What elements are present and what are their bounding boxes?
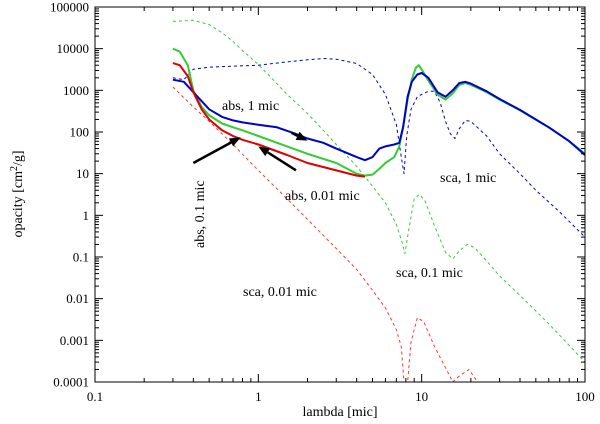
y-tick-label: 0.001 [60, 333, 89, 348]
annotation-arrow-head [258, 146, 271, 157]
x-tick-label: 100 [575, 389, 595, 404]
annotation-arrow-head [228, 137, 241, 147]
annotation-abs-0.01mic: abs, 0.01 mic [285, 189, 360, 204]
y-tick-label: 0.01 [66, 291, 89, 306]
annotation-abs-1mic: abs, 1 mic [222, 99, 279, 114]
series-line-0 [172, 58, 585, 238]
plot-frame [94, 6, 586, 383]
ticks-layer [94, 6, 586, 383]
y-tick-label: 1000 [63, 83, 89, 98]
x-tick-label: 1 [255, 389, 262, 404]
annotation-abs-0.1mic: abs, 0.1 mic [193, 180, 208, 248]
y-tick-label: 10000 [57, 41, 90, 56]
annotation-arrow-head [295, 131, 308, 141]
y-axis-label-main: opacity [cm [11, 171, 26, 238]
annotation-arrow-shaft [266, 151, 297, 172]
y-tick-label: 100 [70, 125, 90, 140]
annotation-arrow-shaft [192, 141, 232, 165]
y-tick-label: 10 [76, 166, 89, 181]
y-tick-label: 0.1 [73, 250, 89, 265]
x-tick-label: 0.1 [87, 389, 103, 404]
series-line-3 [172, 47, 585, 177]
tick-labels: 0.1 1 10 100 0.0001 0.001 0.01 0.1 1 10 100 1000 100… [50, 0, 595, 404]
annotation-sca-0.1mic: sca, 0.1 mic [396, 266, 463, 281]
annotation-sca-0.01mic: sca, 0.01 mic [243, 285, 317, 300]
series-line-5 [172, 62, 366, 178]
x-tick-label: 10 [415, 389, 428, 404]
y-tick-label: 0.0001 [53, 375, 89, 390]
annotation-sca-1mic: sca, 1 mic [440, 171, 496, 186]
x-axis-label: lambda [mic] [302, 405, 377, 420]
y-tick-label: 1 [83, 208, 90, 223]
series-line-2 [172, 86, 479, 382]
series-layer [172, 19, 585, 382]
annotation-arrows [192, 131, 308, 172]
series-line-1 [172, 19, 585, 363]
annotation-arrow-shaft [291, 131, 299, 137]
y-axis-label-superscript: 2 [9, 166, 20, 171]
series-line-4 [172, 72, 585, 162]
y-tick-label: 100000 [50, 0, 89, 15]
y-axis-label-unit: /g] [11, 150, 26, 166]
y-axis-label: opacity [cm2/g] [9, 150, 26, 237]
